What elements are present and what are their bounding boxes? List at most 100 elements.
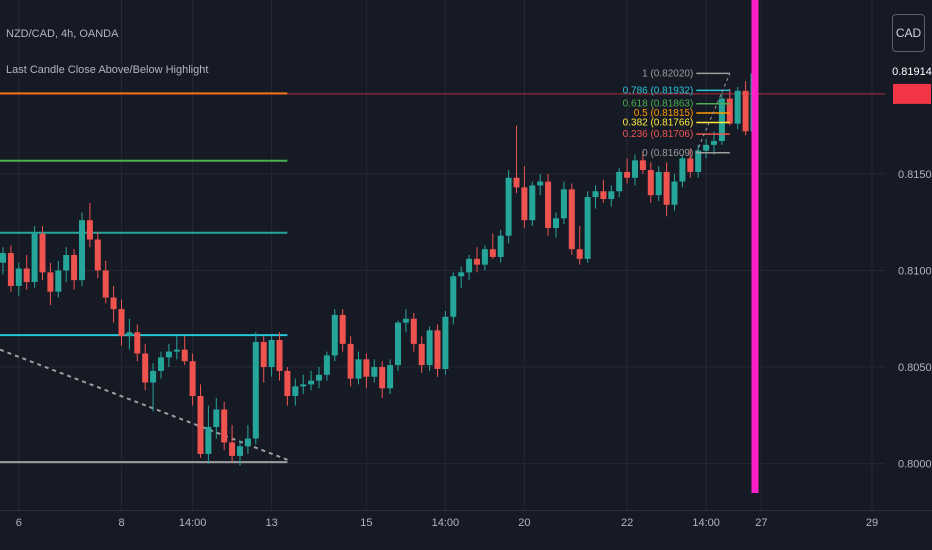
candle-up <box>560 189 567 219</box>
candle-up <box>458 272 465 277</box>
candle-up <box>63 255 70 271</box>
x-tick-label: 22 <box>621 517 633 529</box>
candle-down <box>229 442 236 456</box>
candle-up <box>355 359 362 379</box>
candle-up <box>703 144 710 151</box>
candle-down <box>181 349 188 362</box>
candle-up <box>158 357 164 371</box>
candle-down <box>410 318 417 344</box>
candle-up <box>718 98 725 142</box>
indicator-title: Last Candle Close Above/Below Highlight <box>6 64 209 76</box>
candle-down <box>687 158 694 172</box>
candle-down <box>339 314 346 344</box>
candle-down <box>94 239 101 271</box>
candle-up <box>395 322 401 366</box>
candle-up <box>553 218 559 228</box>
candle-up <box>300 384 307 387</box>
candle-down <box>576 249 583 259</box>
candle-down <box>489 249 496 257</box>
candle-up <box>126 332 133 337</box>
candle-up <box>584 197 591 259</box>
candles <box>0 67 757 466</box>
currency-button[interactable]: CAD <box>892 14 925 52</box>
last-price-badge-bg <box>893 83 931 104</box>
candle-up <box>150 370 157 383</box>
candle-down <box>347 343 354 379</box>
candle-down <box>521 187 528 221</box>
candle-up <box>734 90 741 124</box>
fib-level-label: 0.786 (0.81932) <box>623 85 694 96</box>
fib-level-label: 1 (0.82020) <box>642 68 693 79</box>
candle-down <box>189 361 196 397</box>
candle-down <box>284 370 291 397</box>
fib-level-label: 0.382 (0.81766) <box>623 117 694 128</box>
candle-up <box>497 235 504 257</box>
highlight-line <box>751 0 759 493</box>
candle-up <box>505 177 512 236</box>
candle-up <box>15 268 22 286</box>
candle-up <box>529 185 536 221</box>
fib-level-label: 0.618 (0.81863) <box>623 99 694 110</box>
candle-up <box>387 365 394 389</box>
grid-lines <box>0 0 932 511</box>
candle-up <box>537 181 544 186</box>
candle-up <box>205 426 212 454</box>
fib-level-label: 0 (0.81609) <box>642 148 693 159</box>
x-tick-label: 14:00 <box>692 517 720 529</box>
candle-down <box>134 332 141 354</box>
candle-up <box>616 171 623 192</box>
candle-up <box>0 253 6 263</box>
x-tick-label: 14:00 <box>432 517 460 529</box>
candle-up <box>632 160 638 178</box>
candle-down <box>513 177 520 188</box>
fibonacci-levels: 1 (0.82020) 0.786 (0.81932) 0.618 (0.81863… <box>623 68 731 159</box>
candle-up <box>244 438 251 447</box>
candle-down <box>260 341 267 368</box>
fib-level-label: 0.236 (0.81706) <box>623 129 694 140</box>
candle-down <box>742 90 749 132</box>
candle-down <box>110 297 117 310</box>
candle-down <box>647 170 654 196</box>
candle-up <box>466 258 473 273</box>
candle-up <box>711 141 717 145</box>
candle-up <box>371 367 378 377</box>
last-candle-highlight <box>751 0 759 493</box>
x-tick-label: 27 <box>755 517 767 529</box>
candle-down <box>363 359 370 377</box>
candle-down <box>434 330 441 369</box>
y-tick-label: 0.81500 <box>898 169 932 181</box>
candle-down <box>726 98 733 124</box>
candle-up <box>237 446 243 456</box>
candle-up <box>323 355 330 375</box>
candle-down <box>568 189 575 250</box>
candle-down <box>39 233 46 273</box>
candle-up <box>331 314 338 356</box>
candle-down <box>221 409 228 443</box>
candle-up <box>426 330 433 366</box>
candle-up <box>252 341 259 439</box>
candle-down <box>23 268 30 283</box>
fib-level-label: 0.5 (0.81815) <box>634 108 694 119</box>
candle-down <box>7 253 14 286</box>
candle-down <box>663 171 670 205</box>
candle-up <box>695 150 702 172</box>
candle-up <box>592 191 599 198</box>
candle-down <box>197 396 204 454</box>
candle-up <box>402 318 409 323</box>
x-tick-label: 29 <box>866 517 878 529</box>
horizontal-levels <box>0 83 931 464</box>
fib-trend-line <box>695 73 731 154</box>
candle-up <box>671 181 678 205</box>
candle-down <box>418 343 425 366</box>
x-tick-label: 14:00 <box>179 517 207 529</box>
candle-down <box>474 258 480 265</box>
candle-down <box>600 191 607 199</box>
candle-up <box>31 233 38 283</box>
candle-up <box>679 158 686 182</box>
candle-up <box>316 374 322 381</box>
x-tick-label: 6 <box>16 517 22 529</box>
